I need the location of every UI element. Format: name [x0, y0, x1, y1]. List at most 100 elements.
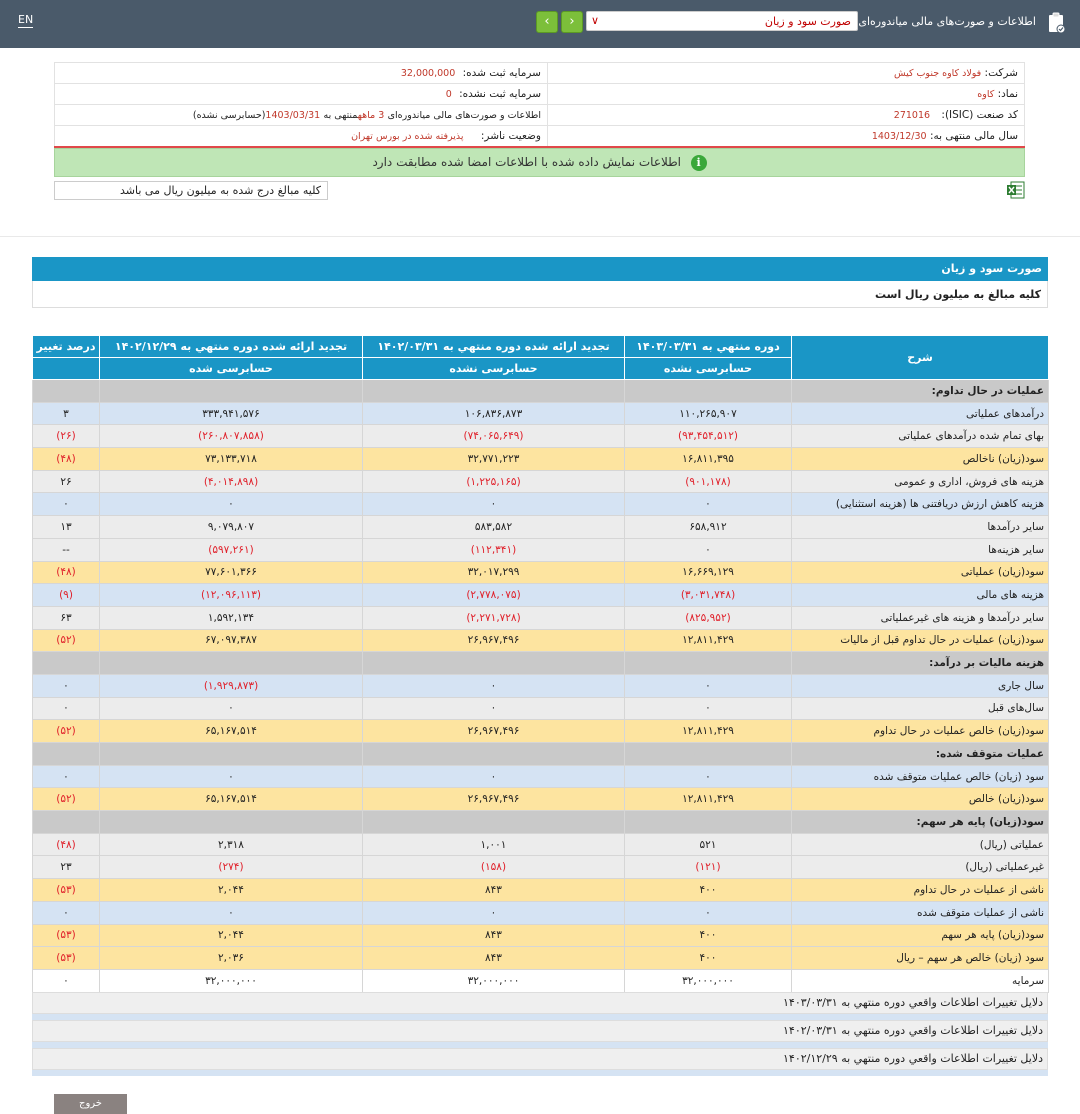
row-description: سود(زيان) عملياتى	[791, 560, 1049, 585]
isic-value: 271016	[893, 110, 931, 121]
table-row: سود(زيان) خالص ۱۲,۸۱۱,۴۲۹ ۲۶,۹۶۷,۴۹۶ ۶۵,۱۶۷…	[32, 787, 1049, 812]
row-description: ناشی از عملیات متوقف شده	[791, 900, 1049, 925]
header-change-percent: درصد تغییر	[32, 335, 100, 358]
table-row: ناشی از عملیات متوقف شده ۰ ۰ ۰ ۰	[32, 900, 1049, 925]
row-value-c2	[362, 379, 625, 403]
row-value-c1: ۱۶,۶۶۹,۱۲۹	[624, 560, 792, 585]
company-info-table: شرکت: فولاد کاوه جنوب کیش سرمایه ثبت شده…	[54, 62, 1025, 147]
row-description: سود (زيان) خالص هر سهم – ريال	[791, 946, 1049, 970]
change-row-separator	[32, 1014, 1048, 1020]
registered-capital-cell: سرمایه ثبت شده: 32,000,000	[54, 62, 548, 84]
row-value-c4: ۰	[32, 492, 100, 517]
row-value-c4: (۲۶)	[32, 424, 100, 449]
row-description: هزينه هاى مالى	[791, 583, 1049, 607]
row-value-c1	[624, 810, 792, 834]
row-value-c4: ۰	[32, 696, 100, 721]
verification-text: اطلاعات نمایش داده شده با اطلاعات امضا ش…	[372, 155, 682, 169]
report-description-mid: منتهی به	[323, 110, 358, 121]
top-bar: EN ‹ › صورت سود و زیان ∨ اطلاعات و صورت‌…	[0, 0, 1080, 48]
table-row: عملياتى (ريال) ۵۲۱ ۱,۰۰۱ ۲,۳۱۸ (۴۸)	[32, 832, 1049, 857]
row-value-c1: ۱۲,۸۱۱,۴۲۹	[624, 628, 792, 653]
table-row: ناشی از عملیات در حال تداوم ۴۰۰ ۸۴۳ ۲,۰۴۴ (۵…	[32, 878, 1049, 902]
section-subtitle: کلیه مبالغ به میلیون ریال است	[32, 281, 1048, 308]
row-value-c3	[99, 742, 363, 766]
chevron-left-icon: ‹	[544, 14, 550, 29]
previous-report-button[interactable]: ›	[561, 11, 583, 33]
income-statement-body: عملیات در حال تداوم: درآمدهای عملیاتی ۱۱۰,…	[32, 379, 1049, 993]
row-value-c4: (۴۸)	[32, 447, 100, 471]
row-description: سود(زیان) پایه هر سهم:	[791, 810, 1049, 834]
row-value-c3: ۱,۵۹۲,۱۳۴	[99, 605, 363, 630]
row-description: سود (زيان) خالص عمليات متوقف شده	[791, 764, 1049, 789]
table-row: سود(زيان) عملياتى ۱۶,۶۶۹,۱۲۹ ۳۲,۰۱۷,۲۹۹ ۷۷,…	[32, 560, 1049, 585]
row-value-c2: ۱,۰۰۱	[362, 832, 625, 857]
verification-banner: i اطلاعات نمایش داده شده با اطلاعات امضا…	[54, 148, 1025, 177]
exit-button[interactable]: خروج	[54, 1094, 127, 1114]
change-reason-row-2[interactable]: دلایل تغییرات اطلاعات واقعي دوره منتهي ب…	[32, 1020, 1048, 1042]
row-description: عملياتى (ريال)	[791, 832, 1049, 857]
row-description: درآمدهای عملیاتی	[791, 401, 1049, 426]
table-section-header-row: هزینه مالیات بر درآمد:	[32, 651, 1049, 675]
row-value-c3: ۲,۰۴۴	[99, 878, 363, 902]
row-description: سایر درآمدها	[791, 515, 1049, 539]
row-value-c4: (۹)	[32, 583, 100, 607]
company-cell: شرکت: فولاد کاوه جنوب کیش	[547, 62, 1025, 84]
row-value-c2: ۱۰۶,۸۳۶,۸۷۳	[362, 401, 625, 426]
row-value-c1: ۱۲,۸۱۱,۴۲۹	[624, 787, 792, 812]
row-value-c3: ۶۷,۰۹۷,۳۸۷	[99, 628, 363, 653]
clipboard-icon	[1049, 12, 1066, 34]
row-value-c3: ۳۳۳,۹۴۱,۵۷۶	[99, 401, 363, 426]
publisher-status-value: پذیرفته شده در بورس تهران	[351, 131, 464, 142]
symbol-cell: نماد: کاوه	[547, 83, 1025, 105]
change-reason-row-1[interactable]: دلایل تغییرات اطلاعات واقعي دوره منتهي ب…	[32, 992, 1048, 1014]
table-row: سود(زيان) خالص عمليات در حال تداوم ۱۲,۸۱۱…	[32, 719, 1049, 743]
row-value-c4	[32, 810, 100, 834]
row-value-c3: ۰	[99, 492, 363, 517]
row-description: عملیات در حال تداوم:	[791, 379, 1049, 403]
header-period-3: تجدید ارائه شده دوره منتهي به ۱۴۰۲/۱۲/۲۹	[99, 335, 363, 358]
section-title: صورت سود و زیان	[32, 257, 1048, 281]
row-value-c4: (۵۳)	[32, 878, 100, 902]
row-description: سود(زيان) عمليات در حال تداوم قبل از مال…	[791, 628, 1049, 653]
table-row: بهاى تمام شده درآمدهای عملیاتی (۹۳,۴۵۴,۵۱…	[32, 424, 1049, 449]
excel-export-icon[interactable]	[1007, 181, 1025, 199]
row-value-c2: ۳۲,۰۱۷,۲۹۹	[362, 560, 625, 585]
table-row: سرمایه ۳۲,۰۰۰,۰۰۰ ۳۲,۰۰۰,۰۰۰ ۳۲,۰۰۰,۰۰۰ ۰	[32, 968, 1049, 993]
row-description: هزینه مالیات بر درآمد:	[791, 651, 1049, 675]
table-row: سال جاری ۰ ۰ (۱,۹۲۹,۸۷۳) ۰	[32, 673, 1049, 698]
row-value-c2: ۵۸۳,۵۸۲	[362, 515, 625, 539]
row-value-c3: ۹,۰۷۹,۸۰۷	[99, 515, 363, 539]
row-value-c4: ۰	[32, 900, 100, 925]
row-value-c3: (۴,۰۱۴,۸۹۸)	[99, 469, 363, 494]
report-description-period: 3 ماهه	[357, 110, 385, 121]
header-audit-status-3: حسابرسی شده	[99, 357, 363, 380]
table-row: سایر درآمدها ۶۵۸,۹۱۲ ۵۸۳,۵۸۲ ۹,۰۷۹,۸۰۷ ۱۳	[32, 515, 1049, 539]
table-row: درآمدهای عملیاتی ۱۱۰,۲۶۵,۹۰۷ ۱۰۶,۸۳۶,۸۷۳ ۳۳…	[32, 401, 1049, 426]
row-value-c4: ۱۳	[32, 515, 100, 539]
row-value-c2: (۱۵۸)	[362, 855, 625, 880]
table-row: سود (زيان) خالص عمليات متوقف شده ۰ ۰ ۰ ۰	[32, 764, 1049, 789]
language-toggle[interactable]: EN	[18, 13, 34, 28]
row-value-c4: (۴۸)	[32, 560, 100, 585]
row-value-c1: ۰	[624, 900, 792, 925]
row-value-c4	[32, 651, 100, 675]
row-value-c2: ۰	[362, 764, 625, 789]
row-value-c2	[362, 810, 625, 834]
change-row-separator	[32, 1042, 1048, 1048]
row-description: سایر هزینه‌ها	[791, 537, 1049, 562]
unregistered-capital-cell: سرمایه ثبت نشده: 0	[54, 83, 548, 105]
row-value-c4: ۶۳	[32, 605, 100, 630]
row-value-c4: ۲۶	[32, 469, 100, 494]
report-type-select[interactable]: صورت سود و زیان ∨	[586, 11, 858, 31]
row-value-c2: ۸۴۳	[362, 923, 625, 948]
report-description-cell: اطلاعات و صورت‌های مالی میاندوره‌ای 3 ما…	[54, 104, 548, 126]
table-section-header-row: عملیات در حال تداوم:	[32, 379, 1049, 403]
row-description: هزینه کاهش ارزش دریافتنی ها (هزینه استثن…	[791, 492, 1049, 517]
row-description: سال‌های قبل	[791, 696, 1049, 721]
row-value-c3: ۰	[99, 900, 363, 925]
change-reason-row-3[interactable]: دلایل تغییرات اطلاعات واقعي دوره منتهي ب…	[32, 1048, 1048, 1070]
row-value-c3	[99, 651, 363, 675]
row-value-c1	[624, 651, 792, 675]
next-report-button[interactable]: ‹	[536, 11, 558, 33]
row-value-c1: ۶۵۸,۹۱۲	[624, 515, 792, 539]
